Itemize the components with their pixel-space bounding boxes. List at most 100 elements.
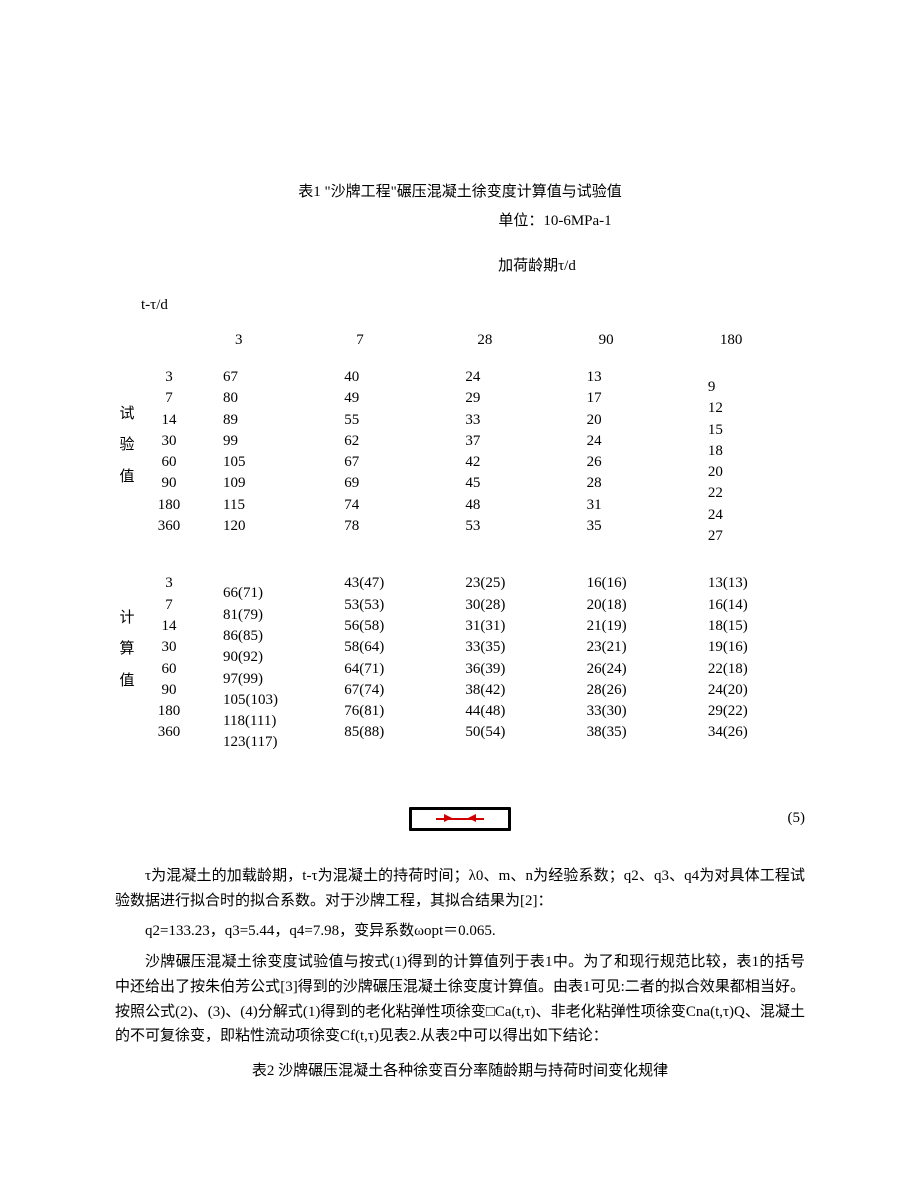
row-header: 7 — [139, 595, 199, 616]
row-header: 60 — [139, 452, 199, 473]
cell: 78 — [344, 516, 441, 537]
calc-data-block: 3 7 14 30 60 90 180 360 66(71) 81(79) 86… — [139, 573, 805, 753]
age-col-header: 28 — [441, 332, 562, 349]
cell: 45 — [465, 473, 562, 494]
cell: 12 — [708, 398, 805, 419]
cell: 24 — [465, 367, 562, 388]
cell: 48 — [465, 495, 562, 516]
cell: 31 — [587, 495, 684, 516]
cell: 40 — [344, 367, 441, 388]
age-col-header: 3 — [199, 332, 320, 349]
cell: 24 — [587, 431, 684, 452]
table1-unit: 单位：10-6MPa-1 — [115, 209, 805, 230]
cell: 33(30) — [587, 701, 684, 722]
cell: 76(81) — [344, 701, 441, 722]
row-header: 3 — [139, 573, 199, 594]
cell: 53 — [465, 516, 562, 537]
cell: 43(47) — [344, 573, 441, 594]
cell: 18(15) — [708, 616, 805, 637]
cell: 69 — [344, 473, 441, 494]
age-col-header: 7 — [320, 332, 441, 349]
cell: 33 — [465, 410, 562, 431]
cell: 74 — [344, 495, 441, 516]
cell: 15 — [708, 420, 805, 441]
cell: 18 — [708, 441, 805, 462]
data-col: 24 29 33 37 42 45 48 53 — [441, 367, 562, 547]
cell: 36(39) — [465, 659, 562, 680]
row-header: 180 — [139, 701, 199, 722]
data-col: 9 12 15 18 20 22 24 27 — [684, 367, 805, 547]
cell: 109 — [223, 473, 320, 494]
cell: 115 — [223, 495, 320, 516]
cell: 13 — [587, 367, 684, 388]
cell: 105(103) — [223, 690, 320, 711]
calc-values-label: 计 算 值 — [115, 564, 139, 736]
cell: 42 — [465, 452, 562, 473]
cell: 29(22) — [708, 701, 805, 722]
cell: 38(35) — [587, 722, 684, 743]
cell: 24 — [708, 505, 805, 526]
cell: 85(88) — [344, 722, 441, 743]
tt-label: t-τ/d — [139, 297, 199, 314]
data-col: 23(25) 30(28) 31(31) 33(35) 36(39) 38(42… — [441, 573, 562, 753]
cell: 28(26) — [587, 680, 684, 701]
cell: 31(31) — [465, 616, 562, 637]
cell: 26(24) — [587, 659, 684, 680]
cell: 56(58) — [344, 616, 441, 637]
age-columns-row: 3 7 28 90 180 — [139, 332, 805, 349]
paragraph: 沙牌碾压混凝土徐变度试验值与按式(1)得到的计算值列于表1中。为了和现行规范比较… — [115, 950, 805, 1049]
data-col: 43(47) 53(53) 56(58) 58(64) 64(71) 67(74… — [320, 573, 441, 753]
row-headers: 3 7 14 30 60 90 180 360 — [139, 367, 199, 547]
row-headers: 3 7 14 30 60 90 180 360 — [139, 573, 199, 753]
cell: 49 — [344, 388, 441, 409]
cell: 22 — [708, 483, 805, 504]
data-col: 16(16) 20(18) 21(19) 23(21) 26(24) 28(26… — [563, 573, 684, 753]
table1-title: 表1 "沙牌工程"碾压混凝土徐变度计算值与试验值 — [115, 180, 805, 201]
test-values-label: 试 验 值 — [115, 360, 139, 532]
age-col-header: 90 — [563, 332, 684, 349]
cell: 35 — [587, 516, 684, 537]
table2-title: 表2 沙牌碾压混凝土各种徐变百分率随龄期与持荷时间变化规律 — [115, 1059, 805, 1080]
row-header: 90 — [139, 473, 199, 494]
cell: 19(16) — [708, 637, 805, 658]
row-header: 14 — [139, 410, 199, 431]
age-col-header: 180 — [684, 332, 805, 349]
cell: 33(35) — [465, 637, 562, 658]
paragraph: q2=133.23，q3=5.44，q4=7.98，变异系数ωopt＝0.065… — [115, 919, 805, 944]
cell: 30(28) — [465, 595, 562, 616]
cell: 81(79) — [223, 605, 320, 626]
cell: 34(26) — [708, 722, 805, 743]
cell: 89 — [223, 410, 320, 431]
cell: 62 — [344, 431, 441, 452]
cell: 13(13) — [708, 573, 805, 594]
cell: 44(48) — [465, 701, 562, 722]
cell: 24(20) — [708, 680, 805, 701]
cell: 20 — [708, 462, 805, 483]
row-header: 30 — [139, 637, 199, 658]
loading-age-header: 加荷龄期τ/d — [139, 254, 805, 275]
cell: 80 — [223, 388, 320, 409]
row-header: 90 — [139, 680, 199, 701]
cell: 23(21) — [587, 637, 684, 658]
cell: 105 — [223, 452, 320, 473]
cell: 22(18) — [708, 659, 805, 680]
paragraph: τ为混凝土的加载龄期，t-τ为混凝土的持荷时间；λ0、m、n为经验系数；q2、q… — [115, 864, 805, 914]
cell: 86(85) — [223, 626, 320, 647]
data-col: 40 49 55 62 67 69 74 78 — [320, 367, 441, 547]
data-col: 13(13) 16(14) 18(15) 19(16) 22(18) 24(20… — [684, 573, 805, 753]
cell: 99 — [223, 431, 320, 452]
cell: 21(19) — [587, 616, 684, 637]
test-data-block: 3 7 14 30 60 90 180 360 67 80 89 99 105 … — [139, 367, 805, 547]
data-col: 66(71) 81(79) 86(85) 90(92) 97(99) 105(1… — [199, 573, 320, 753]
cell: 17 — [587, 388, 684, 409]
cell: 53(53) — [344, 595, 441, 616]
cell: 58(64) — [344, 637, 441, 658]
cell: 16(14) — [708, 595, 805, 616]
row-header: 14 — [139, 616, 199, 637]
cell: 28 — [587, 473, 684, 494]
cell: 26 — [587, 452, 684, 473]
cell: 50(54) — [465, 722, 562, 743]
cell: 120 — [223, 516, 320, 537]
cell: 118(111) — [223, 711, 320, 732]
row-header: 3 — [139, 367, 199, 388]
